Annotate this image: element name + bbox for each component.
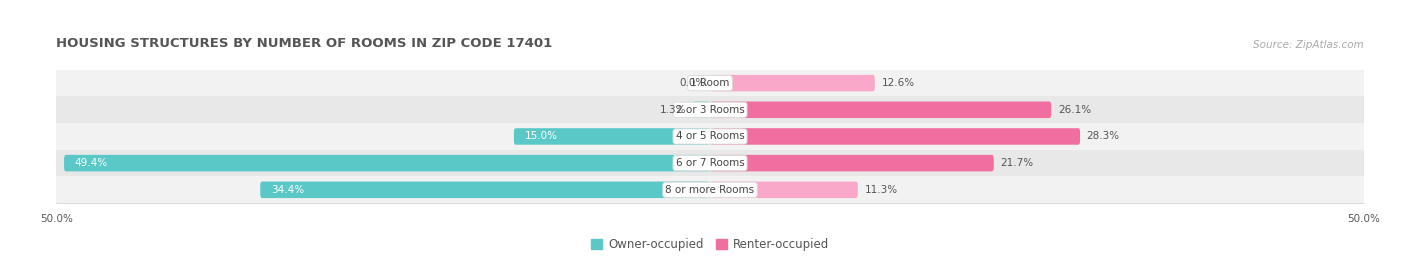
Text: 12.6%: 12.6% [882, 78, 914, 88]
FancyBboxPatch shape [710, 182, 858, 198]
Text: 4 or 5 Rooms: 4 or 5 Rooms [676, 132, 744, 141]
Text: 21.7%: 21.7% [1000, 158, 1033, 168]
Text: 26.1%: 26.1% [1057, 105, 1091, 115]
FancyBboxPatch shape [710, 155, 994, 171]
FancyBboxPatch shape [515, 128, 710, 145]
Text: 8 or more Rooms: 8 or more Rooms [665, 185, 755, 195]
Bar [56, 123, 1364, 150]
Text: 1.3%: 1.3% [659, 105, 686, 115]
Bar [56, 70, 1364, 97]
Text: 6 or 7 Rooms: 6 or 7 Rooms [676, 158, 744, 168]
Text: Source: ZipAtlas.com: Source: ZipAtlas.com [1253, 40, 1364, 50]
FancyBboxPatch shape [65, 155, 710, 171]
Text: HOUSING STRUCTURES BY NUMBER OF ROOMS IN ZIP CODE 17401: HOUSING STRUCTURES BY NUMBER OF ROOMS IN… [56, 37, 553, 50]
Bar [56, 150, 1364, 176]
FancyBboxPatch shape [710, 101, 1052, 118]
Text: 15.0%: 15.0% [524, 132, 557, 141]
Text: 1 Room: 1 Room [690, 78, 730, 88]
FancyBboxPatch shape [260, 182, 710, 198]
Text: 49.4%: 49.4% [75, 158, 108, 168]
Bar [56, 97, 1364, 123]
Text: 28.3%: 28.3% [1087, 132, 1119, 141]
Text: 2 or 3 Rooms: 2 or 3 Rooms [676, 105, 744, 115]
FancyBboxPatch shape [710, 75, 875, 91]
FancyBboxPatch shape [693, 101, 710, 118]
Bar [56, 176, 1364, 203]
Legend: Owner-occupied, Renter-occupied: Owner-occupied, Renter-occupied [586, 233, 834, 256]
Text: 0.0%: 0.0% [681, 78, 706, 88]
Text: 11.3%: 11.3% [865, 185, 897, 195]
Text: 34.4%: 34.4% [271, 185, 304, 195]
FancyBboxPatch shape [710, 128, 1080, 145]
